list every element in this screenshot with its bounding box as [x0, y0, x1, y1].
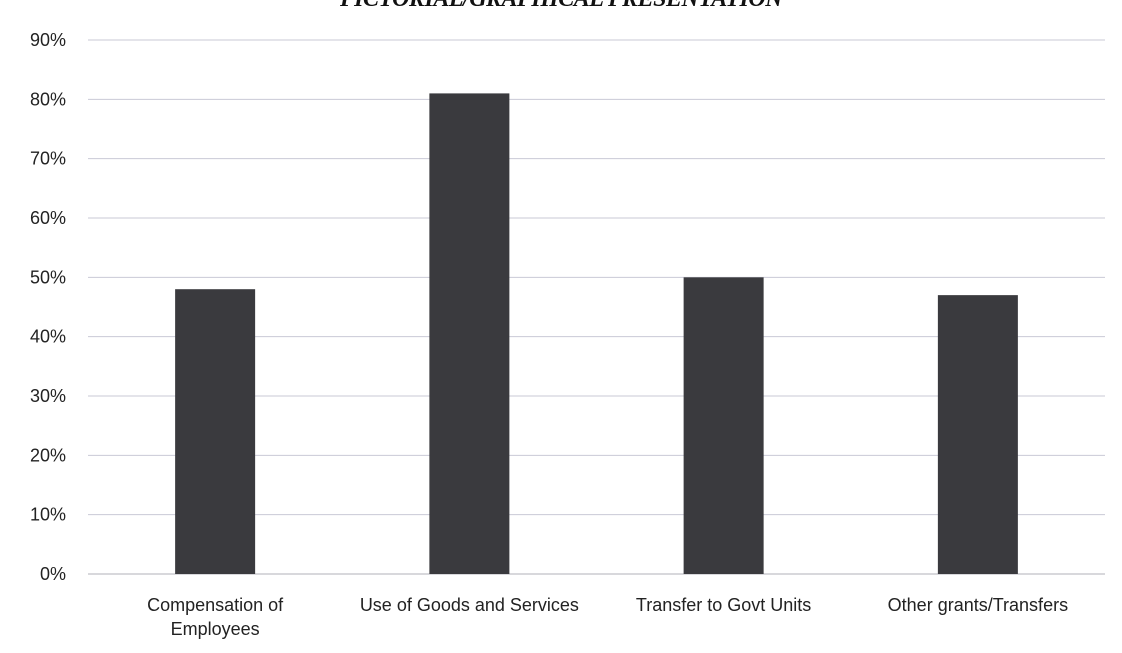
y-tick-label: 10% — [30, 505, 66, 525]
bar — [429, 93, 510, 575]
y-tick-label: 90% — [30, 30, 66, 50]
y-tick-label: 60% — [30, 208, 66, 228]
bar — [937, 295, 1018, 574]
y-tick-label: 80% — [30, 89, 66, 109]
y-tick-label: 20% — [30, 445, 66, 465]
x-tick-label: Use of Goods and Services — [360, 595, 579, 615]
y-tick-label: 30% — [30, 386, 66, 406]
y-tick-label: 50% — [30, 267, 66, 287]
y-tick-label: 40% — [30, 327, 66, 347]
x-tick-label: Other grants/Transfers — [888, 595, 1068, 615]
x-tick-label: Transfer to Govt Units — [636, 595, 811, 615]
y-tick-label: 70% — [30, 149, 66, 169]
bar — [175, 289, 256, 574]
bar — [683, 277, 764, 574]
page-title: PICTORIAL/GRAPHICAL PRESENTATION — [0, 0, 1122, 13]
y-tick-label: 0% — [40, 564, 66, 584]
x-tick-label: Compensation of Employees — [147, 595, 284, 639]
